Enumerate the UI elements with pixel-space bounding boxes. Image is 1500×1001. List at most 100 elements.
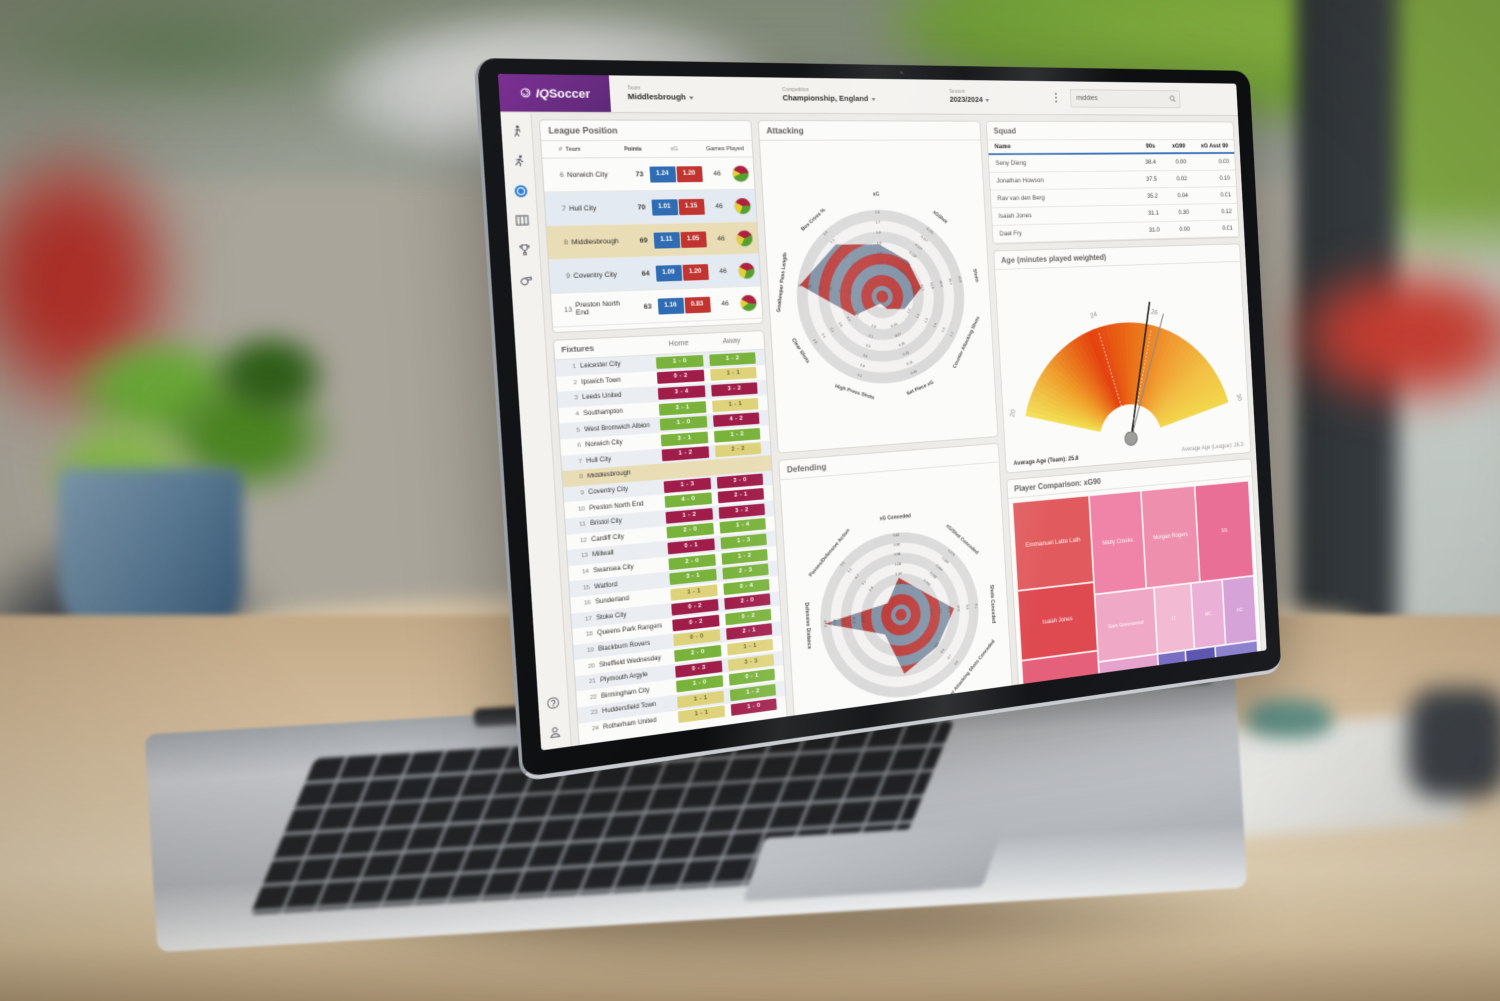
- home-score: 3 - 4: [657, 385, 706, 400]
- player-xg90: 0.30: [1178, 209, 1190, 217]
- radar-tick-label: 2.0: [850, 261, 856, 267]
- treemap-cell[interactable]: MV: [1157, 650, 1188, 703]
- league-row[interactable]: 13 Preston North End 63 1.16 0.83 46: [550, 286, 763, 328]
- radar-tick-label: 3.9: [860, 363, 866, 368]
- runner-icon[interactable]: [510, 153, 527, 168]
- radar-tick-label: 0.108: [908, 251, 917, 259]
- player-xg-asst-90: 0.01: [1220, 191, 1231, 199]
- radar-tick-label: 4.1: [857, 373, 863, 378]
- treemap-cell[interactable]: MC: [1190, 579, 1226, 649]
- radar-tick-label: 0.39: [891, 322, 898, 328]
- results-pie-chart: [733, 197, 751, 214]
- radar-tick-label: 4.7: [854, 573, 860, 579]
- col-rank: #: [558, 146, 563, 153]
- treemap-cell-label: MV: [1169, 673, 1176, 680]
- radar-tick-label: 13.8: [910, 286, 915, 293]
- treemap-cell[interactable]: Emmanuel Latte Lath: [1012, 495, 1094, 591]
- gauge-band: [1030, 384, 1103, 431]
- iqsoccer-logo[interactable]: IQSoccer: [497, 73, 612, 112]
- radar-tick-label: 9.1: [974, 603, 978, 608]
- treemap-cell[interactable]: HC: [1222, 576, 1258, 645]
- radar-tick-label: 0.113: [914, 243, 923, 251]
- competition-selector[interactable]: Competition Championship, England: [782, 87, 876, 104]
- radar-tick-label: 0.82: [893, 533, 900, 538]
- radar-tick-label: 0.98: [894, 552, 901, 557]
- radar-tick-label: 12.1: [938, 607, 942, 614]
- away-score: 1 - 1: [710, 367, 757, 382]
- treemap-cell[interactable]: Matty Crooks: [1088, 490, 1147, 595]
- team-selector[interactable]: Team Middlesbrough: [627, 85, 694, 102]
- radar-tick-label: 2.1: [843, 254, 849, 260]
- treemap-cell[interactable]: Sam Greenwood: [1094, 587, 1158, 662]
- col-team: Team: [565, 145, 581, 153]
- results-pie-chart: [737, 262, 755, 279]
- radar-tick-label: 1.0: [906, 308, 911, 314]
- radar-tick-label: 2.1: [854, 310, 860, 316]
- treemap-cell[interactable]: LT: [1153, 583, 1195, 654]
- fixture-rank: 23: [590, 709, 599, 717]
- club-icon[interactable]: [512, 183, 529, 199]
- radar-tick-label: 0.080: [941, 556, 949, 564]
- radar-tick-label: 5.3: [861, 580, 867, 586]
- age-gauge-panel: Age (minutes played weighted) 20 24 26 30 A…: [993, 243, 1252, 474]
- radar-tick-label: 43.4: [842, 618, 846, 625]
- desk-object: [1246, 700, 1332, 738]
- treemap-cell[interactable]: Isaiah Jones: [1017, 581, 1098, 662]
- results-pie-wrap: [732, 197, 752, 214]
- results-pie-wrap: [738, 294, 758, 311]
- radar-tick-label: 0.084: [935, 564, 944, 572]
- search-box: [1069, 88, 1181, 108]
- fixture-rank: 21: [588, 678, 597, 686]
- radar-tick-label: 27: [838, 289, 842, 293]
- trophy-icon[interactable]: [516, 242, 533, 258]
- radar-tick-label: 0.088: [929, 571, 938, 579]
- help-icon[interactable]: [545, 694, 562, 711]
- fixture-rank: 6: [577, 442, 582, 450]
- pitch-grid-icon[interactable]: [514, 212, 531, 228]
- radar-axis-label: Shots Conceded: [988, 585, 996, 624]
- account-icon[interactable]: [547, 724, 564, 741]
- home-score-cell: 1 - 0: [657, 416, 711, 431]
- radar-tick-label: 1.14: [895, 572, 902, 577]
- treemap-cell[interactable]: LA: [1214, 640, 1260, 695]
- season-selector[interactable]: Season 2023/2024: [949, 89, 990, 105]
- background-red-blur: [0, 130, 190, 430]
- treemap-cell-label: SS: [1221, 528, 1228, 535]
- col-games: Games Played: [705, 145, 745, 152]
- away-score: 4 - 2: [713, 412, 760, 428]
- radar-tick-label: 0.104: [903, 258, 912, 266]
- fixture-team: Coventry City: [588, 486, 629, 497]
- league-row[interactable]: 6 Norwich City 73 1.24 1.20 46: [542, 157, 755, 193]
- player-name: Rav van den Berg: [997, 194, 1045, 203]
- kebab-menu-icon[interactable]: [1052, 90, 1060, 106]
- league-row[interactable]: 7 Hull City 70 1.01 1.15 46: [544, 189, 757, 227]
- treemap-cell[interactable]: SS: [1194, 480, 1254, 583]
- treemap-cell[interactable]: Morgan Rogers: [1141, 485, 1200, 589]
- search-icon[interactable]: [1169, 95, 1176, 103]
- games-played: 46: [715, 202, 724, 210]
- treemap-cell[interactable]: ZM: [1184, 646, 1218, 699]
- radar-axis-label: Goalkeeper Pass Length: [776, 252, 789, 312]
- player-90s: 37.5: [1145, 175, 1158, 183]
- treemap-cell[interactable]: Marcus Forss: [1021, 651, 1101, 723]
- gauge-tick-label: 20: [1008, 409, 1017, 418]
- whistle-icon[interactable]: [518, 272, 535, 288]
- home-score: 2 - 1: [658, 400, 707, 416]
- player-icon[interactable]: [508, 124, 525, 139]
- home-score: 1 - 1: [677, 705, 726, 724]
- fixture-rank: 24: [591, 725, 600, 733]
- radar-tick-label: 0.076: [947, 549, 955, 557]
- squad-table-header: Name 90s xG90 xG Asst 90: [987, 139, 1235, 156]
- radar-tick-label: 2.2: [836, 246, 842, 252]
- search-input[interactable]: [1074, 93, 1168, 103]
- defending-radar-chart: 0.82 0.90 0.98 1.06 1.14 1.22 xG Conceded 0.076…: [803, 513, 996, 708]
- radar-tick-label: 3.4: [821, 332, 827, 338]
- xg-against: 0.83: [683, 296, 711, 313]
- treemap-cell[interactable]: AG: [1097, 653, 1160, 712]
- xg-for: 1.09: [655, 264, 682, 282]
- logo-swirl-icon: [519, 87, 531, 98]
- results-pie-chart: [739, 294, 757, 311]
- window-frame: [1296, 0, 1416, 740]
- radar-tick-label: 1.3: [878, 262, 883, 266]
- rank: 6: [559, 171, 565, 179]
